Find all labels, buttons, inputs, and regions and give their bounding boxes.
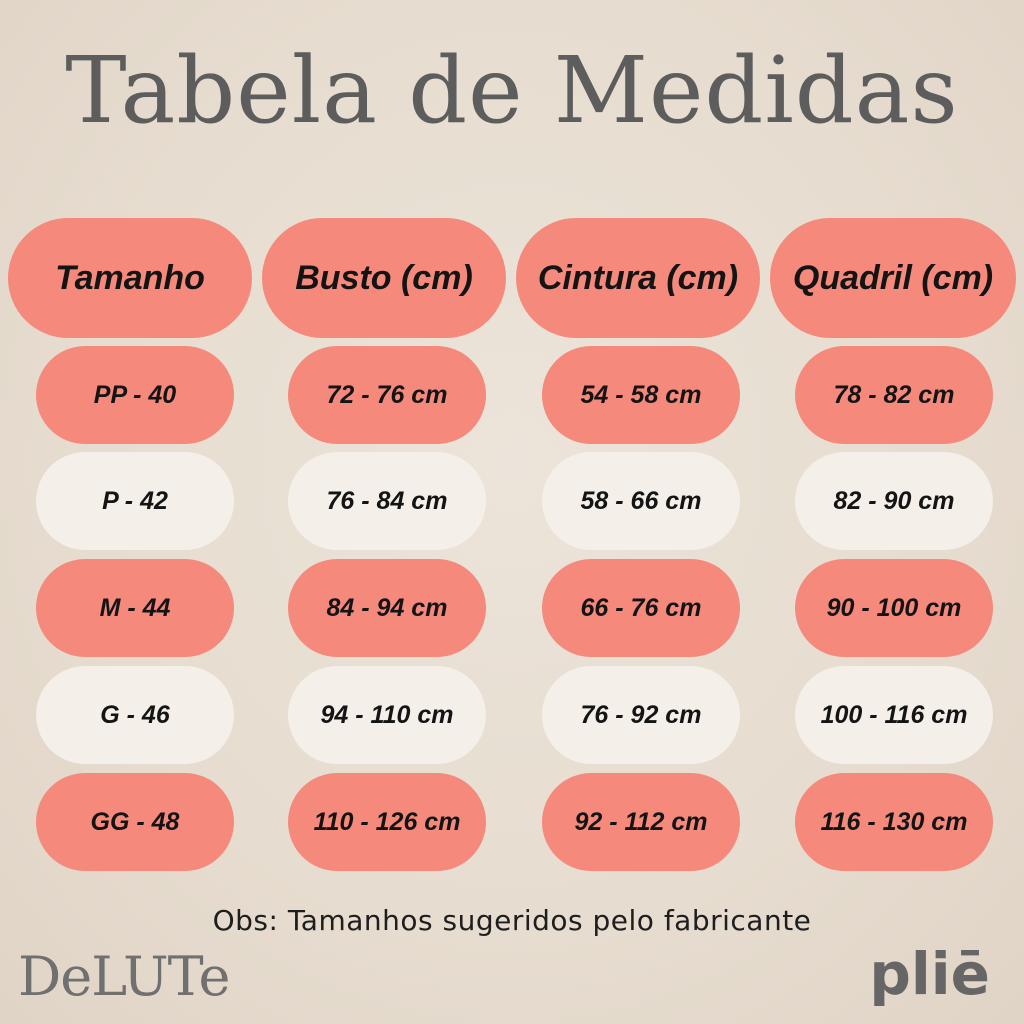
header-cintura: Cintura (cm)	[516, 218, 760, 338]
header-busto: Busto (cm)	[262, 218, 506, 338]
delute-logo: DeLUTe	[18, 945, 230, 1008]
table-cell: 94 - 110 cm	[288, 666, 486, 764]
header-tamanho: Tamanho	[8, 218, 252, 338]
table-cell: 58 - 66 cm	[542, 452, 740, 550]
table-cell: 66 - 76 cm	[542, 559, 740, 657]
table-cell: 54 - 58 cm	[542, 346, 740, 444]
table-cell: PP - 40	[36, 346, 234, 444]
table-cell: 110 - 126 cm	[288, 773, 486, 871]
table-cell: 116 - 130 cm	[795, 773, 993, 871]
table-cell: P - 42	[36, 452, 234, 550]
header-quadril: Quadril (cm)	[770, 218, 1016, 338]
table-cell: 82 - 90 cm	[795, 452, 993, 550]
table-cell: 72 - 76 cm	[288, 346, 486, 444]
table-cell: GG - 48	[36, 773, 234, 871]
table-cell: G - 46	[36, 666, 234, 764]
table-cell: 76 - 92 cm	[542, 666, 740, 764]
table-cell: 90 - 100 cm	[795, 559, 993, 657]
page-title: Tabela de Medidas	[65, 37, 959, 144]
table-cell: M - 44	[36, 559, 234, 657]
table-cell: 84 - 94 cm	[288, 559, 486, 657]
plie-logo: pliē	[869, 940, 990, 1008]
table-cell: 100 - 116 cm	[795, 666, 993, 764]
table-cell: 78 - 82 cm	[795, 346, 993, 444]
table-cell: 92 - 112 cm	[542, 773, 740, 871]
size-note: Obs: Tamanhos sugeridos pelo fabricante	[212, 904, 812, 937]
table-cell: 76 - 84 cm	[288, 452, 486, 550]
